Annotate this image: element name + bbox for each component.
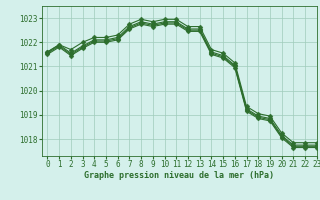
- X-axis label: Graphe pression niveau de la mer (hPa): Graphe pression niveau de la mer (hPa): [84, 171, 274, 180]
